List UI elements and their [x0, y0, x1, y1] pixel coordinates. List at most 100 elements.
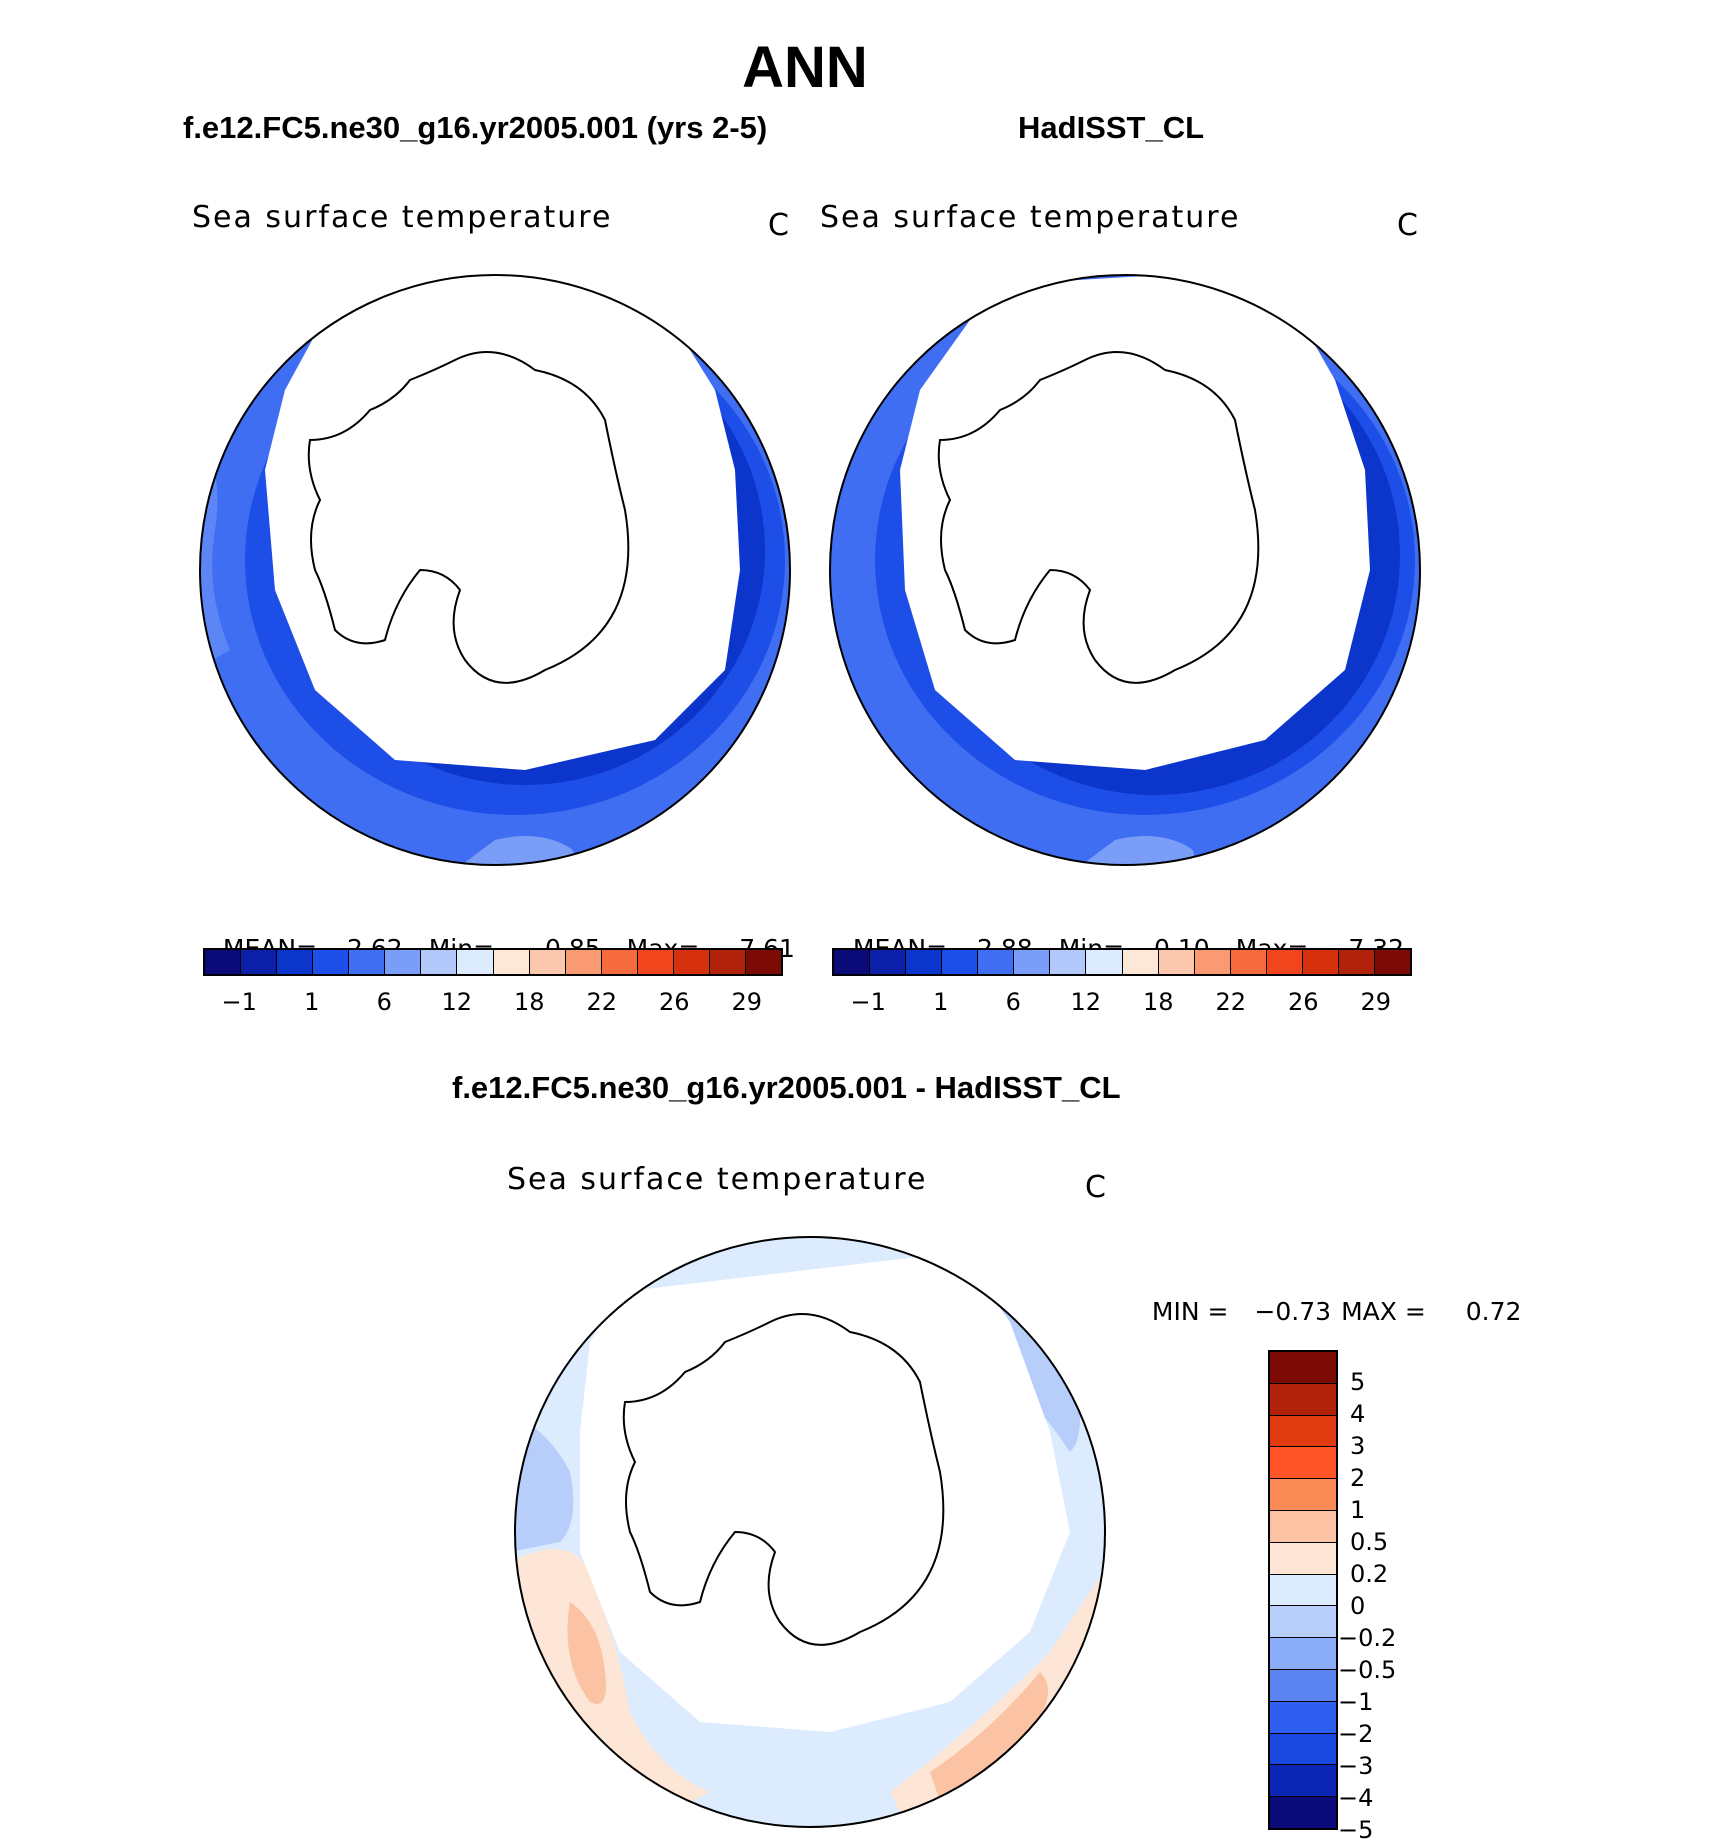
colorbar-tick-label: 26 — [658, 988, 690, 1016]
colorbar-swatch — [709, 950, 746, 974]
colorbar-tick-label: −1 — [850, 988, 886, 1016]
colorbar-tick-label: 0.5 — [1350, 1528, 1389, 1556]
colorbar-swatch — [978, 950, 1015, 974]
colorbar-swatch — [1270, 1638, 1336, 1670]
difference-units: C — [1085, 1170, 1106, 1205]
colorbar-swatch — [1270, 1765, 1336, 1798]
colorbar-tick-label: 18 — [1142, 988, 1174, 1016]
colorbar-swatch — [1050, 950, 1087, 974]
warm-anomaly-east-core — [930, 1672, 1048, 1802]
colorbar-tick-label: −0.2 — [1338, 1624, 1397, 1652]
warm-anomaly-core — [567, 1602, 606, 1704]
panel-2-map — [829, 274, 1421, 866]
colorbar-swatch — [1266, 950, 1303, 974]
colorbar-swatch — [745, 950, 781, 974]
colorbar-swatch — [205, 950, 242, 974]
colorbar-swatch — [834, 950, 871, 974]
map-boundary — [829, 274, 1421, 866]
colorbar-swatch — [1014, 950, 1051, 974]
colorbar-swatch — [1374, 950, 1410, 974]
min-label: MIN = — [1151, 1297, 1229, 1326]
colorbar-swatch — [349, 950, 386, 974]
colorbar-swatch — [1270, 1383, 1336, 1416]
colorbar-swatch — [493, 950, 530, 974]
colorbar-tick-label: 29 — [1360, 988, 1392, 1016]
colorbar-tick-label: 12 — [441, 988, 473, 1016]
panel-2-colorbar — [832, 948, 1412, 976]
colorbar-tick-label: 6 — [1005, 988, 1021, 1016]
colorbar-swatch — [1270, 1479, 1336, 1511]
colorbar-swatch — [565, 950, 602, 974]
difference-colorbar-ticks: 5 4 3 2 1 0.5 0.2 0 −0.2 −0.5 −1 −2 −3 −4 −5 — [1338, 1350, 1450, 1844]
colorbar-swatch — [673, 950, 710, 974]
colorbar-swatch — [529, 950, 566, 974]
min-value: −0.73 — [1254, 1297, 1332, 1326]
difference-plot-title: Sea surface temperature — [507, 1162, 928, 1197]
colorbar-tick-label: −1 — [1338, 1688, 1374, 1716]
max-value: 0.72 — [1465, 1297, 1522, 1326]
difference-minmax: MIN = −0.73 MAX = 0.72 — [1136, 1268, 1522, 1326]
colorbar-tick-label: 0.2 — [1350, 1560, 1389, 1588]
colorbar-swatch — [1270, 1447, 1336, 1480]
colorbar-swatch — [385, 950, 422, 974]
colorbar-swatch — [1158, 950, 1195, 974]
colorbar-swatch — [1338, 950, 1375, 974]
colorbar-tick-label: 0 — [1350, 1592, 1366, 1620]
panel-1-colorbar-ticks: −1 1 6 12 18 22 26 29 — [203, 988, 783, 1018]
colorbar-tick-label: 29 — [731, 988, 763, 1016]
colorbar-tick-label: 12 — [1070, 988, 1102, 1016]
colorbar-tick-label: 6 — [376, 988, 392, 1016]
colorbar-swatch — [313, 950, 350, 974]
colorbar-tick-label: 4 — [1350, 1400, 1366, 1428]
colorbar-swatch — [906, 950, 943, 974]
colorbar-swatch — [1194, 950, 1231, 974]
colorbar-tick-label: −2 — [1338, 1720, 1374, 1748]
colorbar-swatch — [1122, 950, 1159, 974]
colorbar-swatch — [1270, 1542, 1336, 1575]
max-label: MAX = — [1341, 1297, 1426, 1326]
colorbar-swatch — [1270, 1352, 1336, 1384]
panel-1-units: C — [768, 208, 789, 243]
difference-map — [514, 1236, 1106, 1828]
colorbar-swatch — [637, 950, 674, 974]
colorbar-swatch — [1302, 950, 1339, 974]
main-title: ANN — [742, 35, 868, 100]
colorbar-tick-label: −0.5 — [1338, 1655, 1397, 1684]
colorbar-tick-label: −3 — [1338, 1752, 1374, 1780]
colorbar-swatch — [241, 950, 278, 974]
difference-colorbar — [1268, 1350, 1338, 1830]
colorbar-swatch — [1270, 1510, 1336, 1543]
colorbar-tick-label: −1 — [221, 988, 257, 1016]
colorbar-swatch — [1270, 1733, 1336, 1766]
colorbar-swatch — [942, 950, 979, 974]
colorbar-tick-label: 18 — [513, 988, 545, 1016]
panel-2-header: HadISST_CL — [1018, 110, 1205, 145]
colorbar-swatch — [457, 950, 494, 974]
colorbar-tick-label: 3 — [1350, 1432, 1366, 1460]
colorbar-swatch — [277, 950, 314, 974]
map-boundary — [514, 1236, 1106, 1828]
panel-1-colorbar — [203, 948, 783, 976]
difference-header: f.e12.FC5.ne30_g16.yr2005.001 - HadISST_… — [452, 1070, 1121, 1105]
colorbar-swatch — [1270, 1574, 1336, 1607]
colorbar-tick-label: 2 — [1350, 1464, 1366, 1492]
antarctica-coastline — [622, 1313, 945, 1646]
panel-2-plot-title: Sea surface temperature — [820, 200, 1241, 235]
colorbar-swatch — [870, 950, 907, 974]
panel-1-plot-title: Sea surface temperature — [192, 200, 613, 235]
panel-2-colorbar-ticks: −1 1 6 12 18 22 26 29 — [832, 988, 1412, 1018]
antarctica-coastline — [307, 351, 630, 684]
colorbar-tick-label: −5 — [1338, 1816, 1374, 1844]
colorbar-tick-label: 5 — [1350, 1368, 1366, 1396]
colorbar-swatch — [1270, 1606, 1336, 1639]
colorbar-tick-label: 1 — [304, 988, 320, 1016]
colorbar-swatch — [1270, 1669, 1336, 1702]
map-boundary — [199, 274, 791, 866]
panel-1-map — [199, 274, 791, 866]
colorbar-tick-label: −4 — [1338, 1784, 1374, 1812]
colorbar-swatch — [421, 950, 458, 974]
colorbar-tick-label: 1 — [1350, 1495, 1366, 1524]
colorbar-swatch — [1230, 950, 1267, 974]
colorbar-tick-label: 22 — [1215, 988, 1247, 1016]
colorbar-swatch — [1270, 1797, 1336, 1828]
